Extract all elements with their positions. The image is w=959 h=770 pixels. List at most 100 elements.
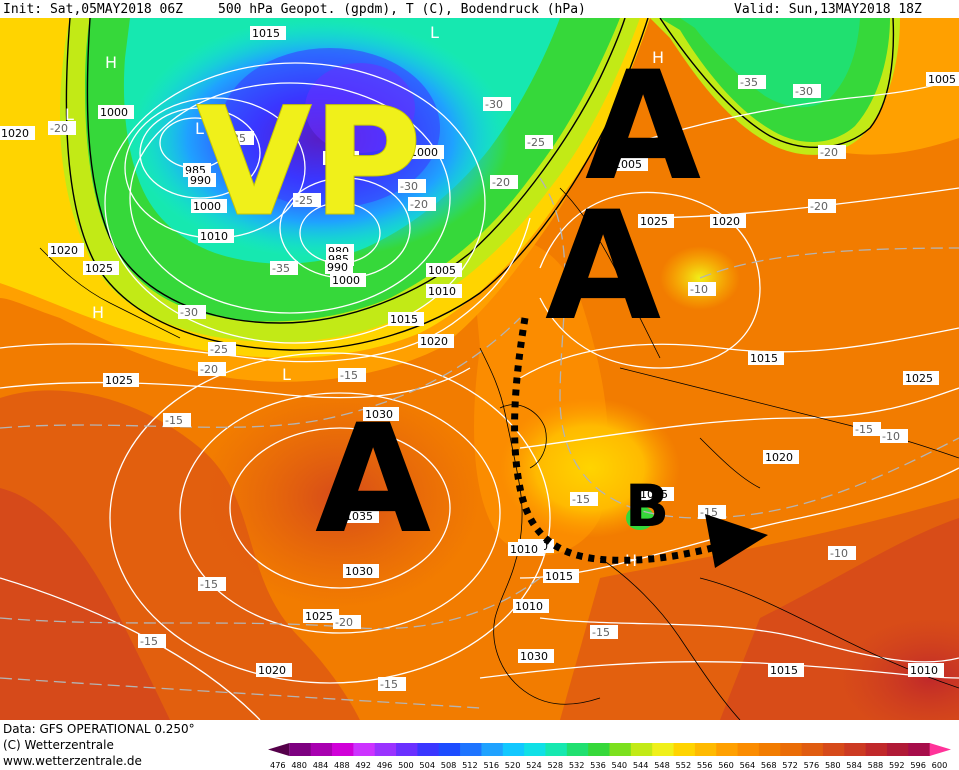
pressure-label: 1005 — [612, 157, 648, 171]
colorbar-swatch — [694, 743, 717, 756]
colorbar-swatch — [524, 743, 546, 756]
temperature-label: -15 — [163, 413, 191, 427]
colorbar-tick-label: 592 — [889, 760, 905, 770]
colorbar-tick-label: 576 — [804, 760, 820, 770]
svg-text:-15: -15 — [855, 423, 873, 436]
pressure-label: 1030 — [363, 407, 399, 421]
temperature-label: -20 — [818, 145, 846, 159]
colorbar-swatch — [652, 743, 675, 756]
temperature-label: -35 — [270, 261, 298, 275]
pressure-label: 1020 — [0, 126, 35, 140]
pressure-center-high: H — [652, 48, 664, 67]
pressure-label: 1030 — [343, 564, 379, 578]
svg-text:1005: 1005 — [325, 152, 353, 165]
colorbar-swatch — [630, 743, 653, 756]
colorbar-tick-label: 516 — [483, 760, 499, 770]
pressure-label: 1000 — [191, 199, 227, 213]
pressure-label: 1015 — [768, 663, 804, 677]
svg-text:1005: 1005 — [928, 73, 956, 86]
temperature-label: -25 — [208, 342, 236, 356]
svg-text:-20: -20 — [335, 616, 353, 629]
svg-text:1020: 1020 — [420, 335, 448, 348]
pressure-label: 1005 — [426, 263, 462, 277]
weather-map: 9951005985990100010101005100098098599010… — [0, 18, 959, 720]
colorbar-swatch — [353, 743, 376, 756]
flow-arrow-path — [511, 317, 721, 564]
temperature-label: -15 — [198, 577, 226, 591]
colorbar-tick-label: 552 — [676, 760, 692, 770]
colorbar-tick-label: 580 — [825, 760, 841, 770]
temperature-label: -15 — [698, 505, 726, 519]
pressure-label: 1005 — [638, 487, 674, 501]
pressure-label: 1005 — [926, 72, 959, 86]
pressure-center-high: H — [105, 53, 117, 72]
svg-text:1030: 1030 — [345, 565, 373, 578]
svg-text:1015: 1015 — [545, 570, 573, 583]
temperature-label: -15 — [338, 368, 366, 382]
colorbar-legend: 476 480 484 488 492 496 500 504 508 512 516 520 524 5… — [268, 743, 951, 770]
pressure-center-low: L — [430, 23, 439, 42]
svg-text:-15: -15 — [700, 506, 718, 519]
svg-text:-15: -15 — [592, 626, 610, 639]
colorbar-tick-label: 520 — [505, 760, 521, 770]
svg-text:1015: 1015 — [390, 313, 418, 326]
svg-text:-25: -25 — [210, 343, 228, 356]
svg-text:1005: 1005 — [428, 264, 456, 277]
pressure-label: 1010 — [508, 542, 544, 556]
pressure-label: 1015 — [388, 312, 424, 326]
colorbar-left-arrow — [268, 743, 290, 756]
cool-zone-central-europe — [500, 398, 680, 538]
svg-text:1025: 1025 — [905, 372, 933, 385]
pressure-label: 1010 — [513, 599, 549, 613]
pressure-label: 1010 — [908, 663, 944, 677]
svg-text:-10: -10 — [882, 430, 900, 443]
svg-text:1030: 1030 — [520, 650, 548, 663]
svg-text:-20: -20 — [810, 200, 828, 213]
pressure-label: 1005 — [323, 151, 359, 165]
svg-text:-15: -15 — [572, 493, 590, 506]
colorbar-swatch — [481, 743, 504, 756]
pressure-center-high: H — [92, 303, 104, 322]
init-time-label: Init: Sat,05MAY2018 06Z — [3, 2, 183, 17]
colorbar-swatch — [822, 743, 845, 756]
temperature-label: -35 — [738, 75, 766, 89]
svg-text:-30: -30 — [485, 98, 503, 111]
high-atlantic-annotation: A — [315, 393, 431, 567]
colorbar-swatch — [289, 743, 312, 756]
svg-text:1010: 1010 — [510, 543, 538, 556]
colorbar-tick-label: 564 — [740, 760, 756, 770]
polar-vortex-annotation: VP — [196, 76, 422, 250]
temperature-label: -20 — [333, 615, 361, 629]
colorbar-swatch — [801, 743, 824, 756]
pressure-label: 990 — [188, 173, 216, 187]
pressure-label: 1000 — [330, 273, 366, 287]
colorbar-tick-label: 496 — [377, 760, 393, 770]
colorbar-swatch — [332, 743, 354, 756]
temperature-label: -10 — [880, 429, 908, 443]
low-central-europe-annotation: B — [625, 472, 669, 540]
colorbar-tick-label: 532 — [569, 760, 585, 770]
svg-text:1020: 1020 — [765, 451, 793, 464]
colorbar-tick-label: 508 — [441, 760, 457, 770]
svg-text:1010: 1010 — [910, 664, 938, 677]
svg-text:1010: 1010 — [515, 600, 543, 613]
svg-text:-35: -35 — [272, 262, 290, 275]
temperature-label: -15 — [570, 492, 598, 506]
pressure-label: 1030 — [518, 649, 554, 663]
svg-text:-15: -15 — [340, 369, 358, 382]
pressure-label: 1015 — [543, 569, 579, 583]
svg-text:-20: -20 — [820, 146, 838, 159]
pressure-center-low: L — [195, 119, 204, 138]
svg-text:-25: -25 — [228, 132, 246, 145]
colorbar-tick-label: 584 — [846, 760, 862, 770]
pressure-label: 1010 — [198, 229, 234, 243]
colorbar-swatch — [908, 743, 931, 756]
temperature-label: -20 — [490, 175, 518, 189]
colorbar-tick-label: 488 — [334, 760, 350, 770]
temperature-label: -20 — [198, 362, 226, 376]
warm-zone-azores-high — [200, 388, 480, 608]
colorbar-swatch — [396, 743, 418, 756]
svg-text:1010: 1010 — [428, 285, 456, 298]
svg-text:-10: -10 — [830, 547, 848, 560]
temperature-label: -30 — [793, 84, 821, 98]
